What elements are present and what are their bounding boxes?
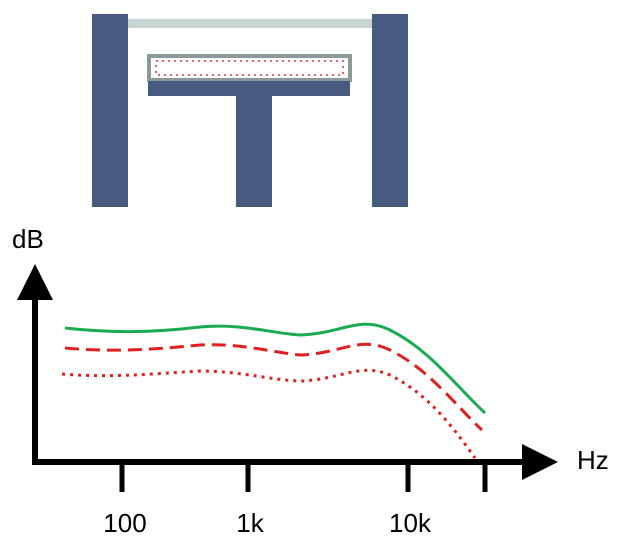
page: dB Hz 100 1k 10k (() => { const data = J… [0,0,620,539]
left-pillar [92,14,128,207]
x-label: Hz [577,445,609,475]
curve-green [65,324,485,413]
graph: dB Hz 100 1k 10k [12,224,609,538]
tick-label: 10k [389,508,432,538]
diagram: dB Hz 100 1k 10k [0,0,620,539]
curve-dotted [62,370,475,458]
support-bar [148,81,350,96]
plate [149,56,350,80]
top-bar [128,19,372,28]
right-pillar [372,14,408,207]
y-label: dB [12,224,44,254]
schematic [92,14,408,207]
tick-label: 1k [236,508,264,538]
tick-label: 100 [103,508,146,538]
stem [236,96,272,207]
curve-dashed [65,344,482,430]
